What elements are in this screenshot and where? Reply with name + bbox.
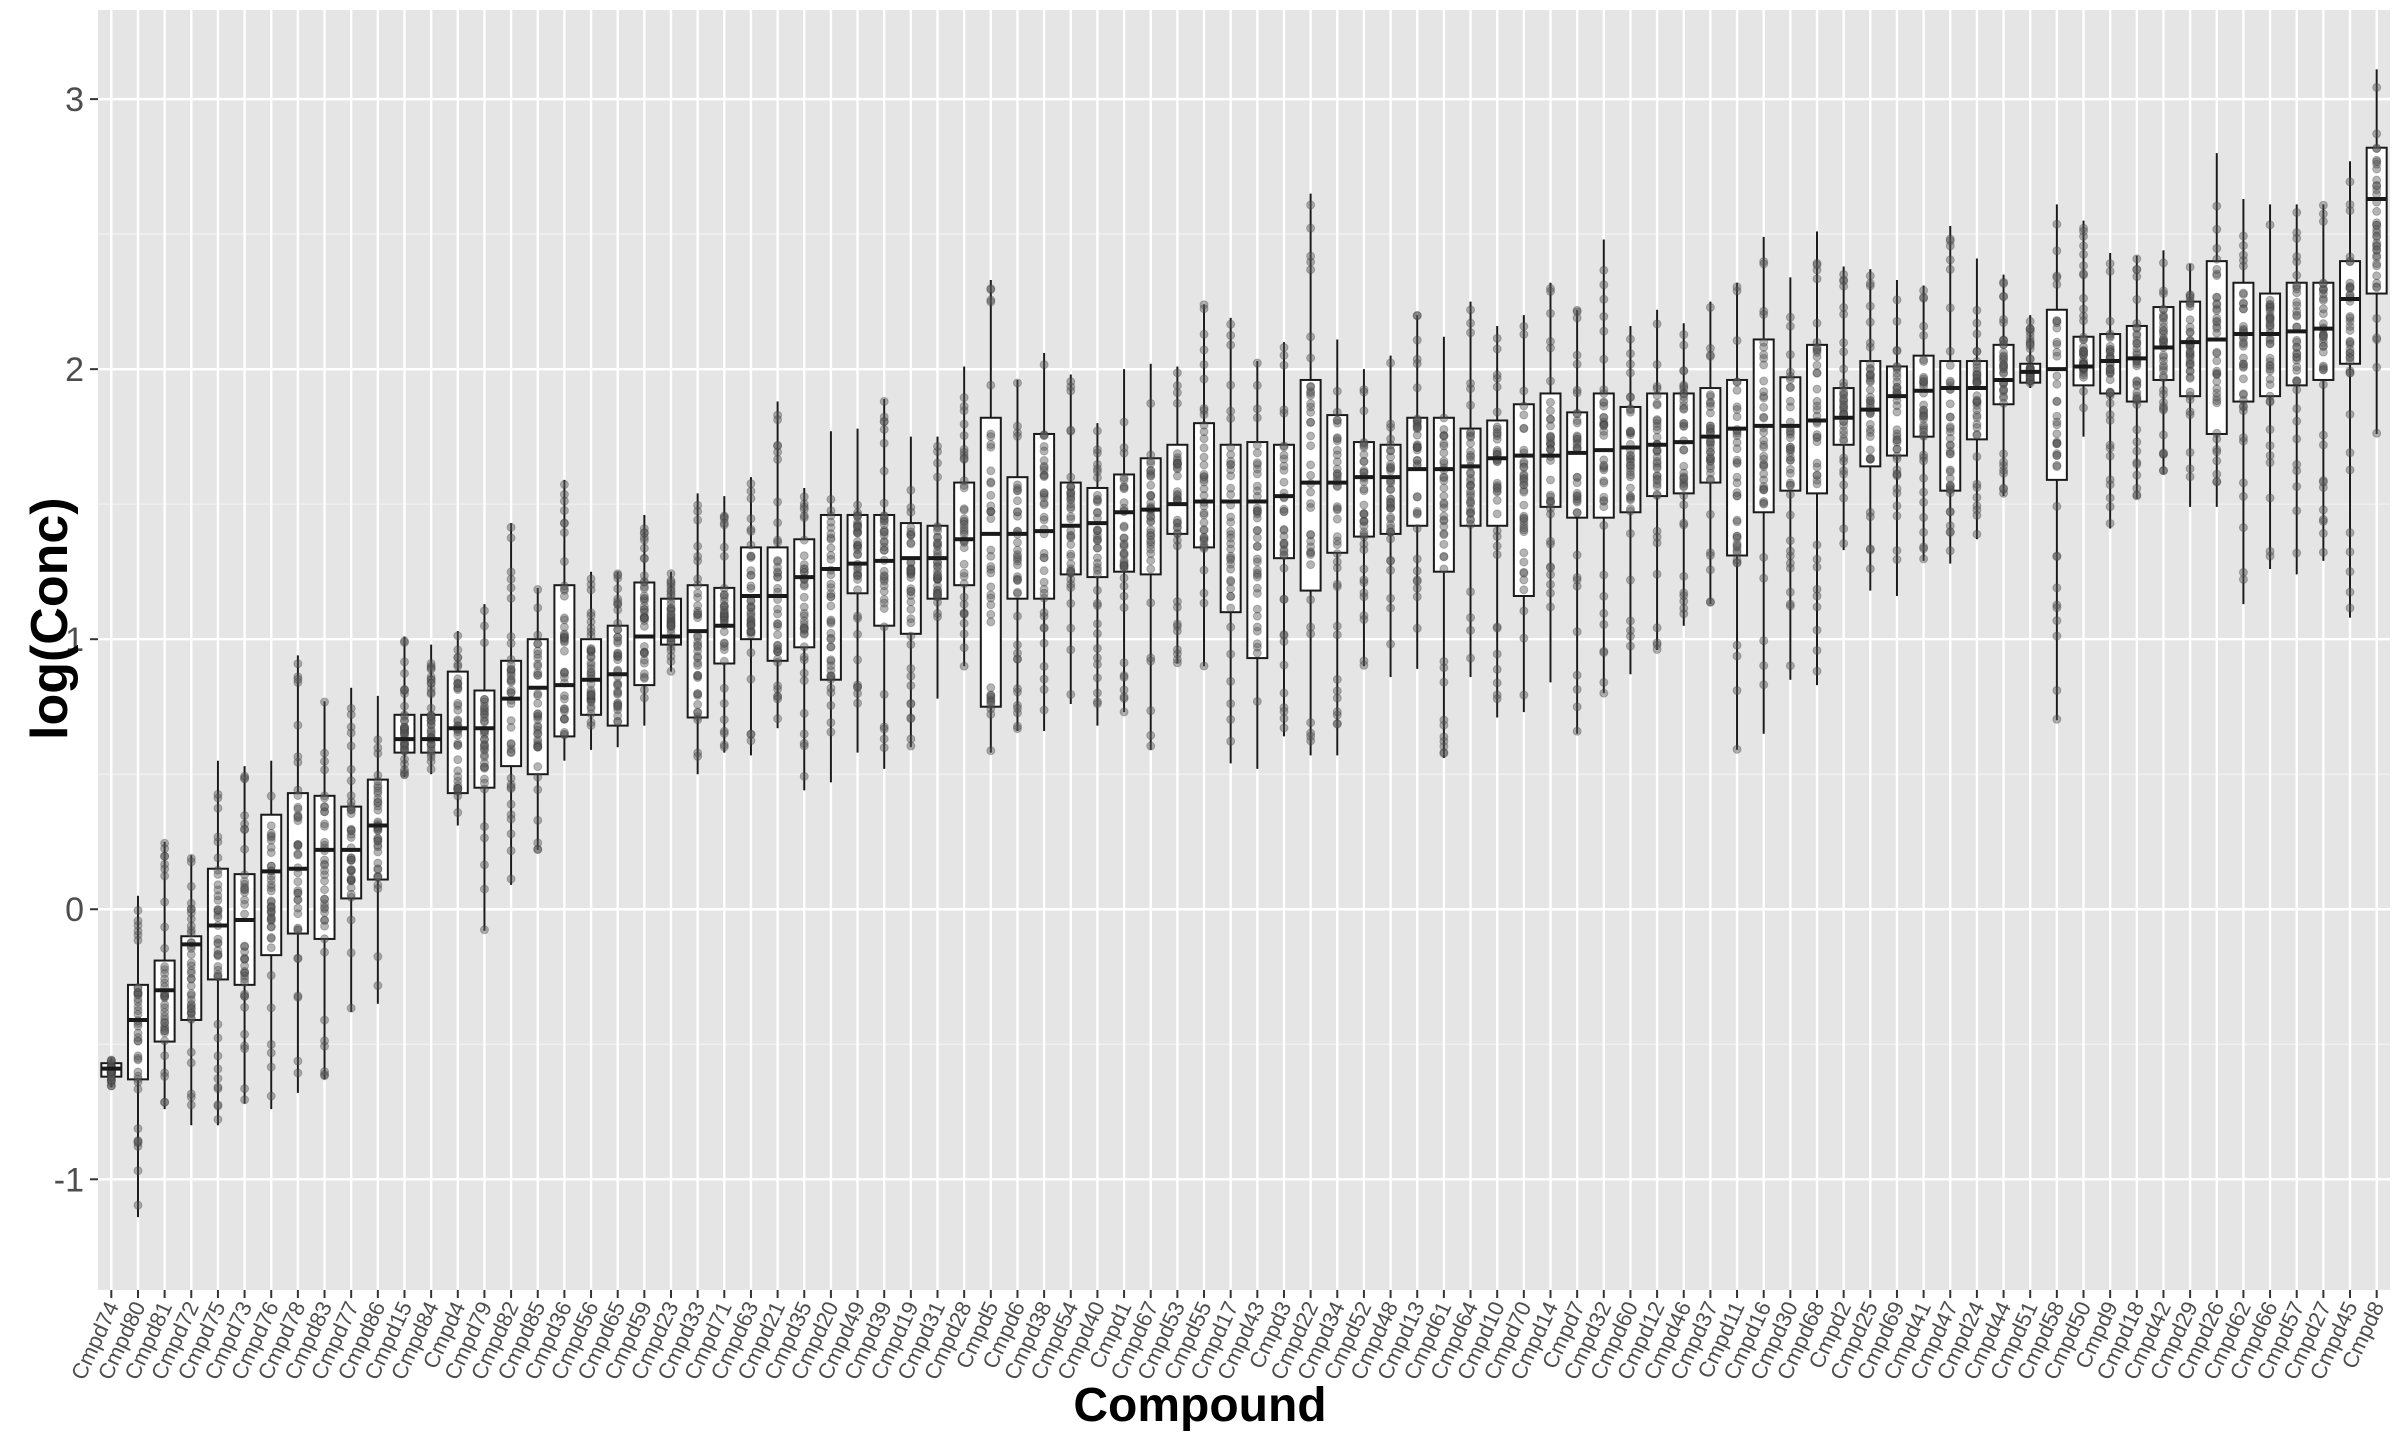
box-cmpd77: [340, 687, 363, 1013]
box-cmpd39: [873, 396, 896, 769]
box-cmpd3: [1272, 342, 1295, 737]
box-cmpd11: [1726, 282, 1749, 754]
box-cmpd5: [979, 280, 1002, 756]
box-cmpd24: [1965, 258, 1988, 540]
box-cmpd25: [1859, 269, 1882, 591]
plot-panel: [98, 10, 2390, 1290]
box-cmpd17: [1219, 317, 1242, 764]
y-axis: -1 0 1 2 3: [54, 81, 98, 1199]
box-cmpd15: [393, 636, 416, 780]
box-cmpd37: [1699, 301, 1722, 607]
box-cmpd29: [2179, 262, 2202, 507]
y-tick-label: 1: [65, 621, 84, 659]
box-cmpd10: [1486, 325, 1509, 718]
box-cmpd82: [500, 522, 523, 885]
box-cmpd76: [260, 760, 283, 1110]
box-cmpd32: [1592, 239, 1615, 698]
box-series: [100, 69, 2388, 1218]
box-cmpd68: [1806, 231, 1828, 686]
box-cmpd14: [1539, 282, 1562, 683]
box-cmpd78: [286, 655, 309, 1093]
box-cmpd70: [1512, 315, 1535, 713]
y-tick-label: 2: [65, 351, 84, 389]
box-cmpd44: [1992, 274, 2015, 498]
box-cmpd13: [1406, 311, 1429, 669]
box-cmpd35: [793, 487, 816, 791]
box-cmpd66: [2259, 204, 2282, 569]
box-cmpd45: [2339, 161, 2362, 618]
box-cmpd56: [580, 571, 603, 750]
box-cmpd41: [1912, 285, 1935, 564]
box-cmpd7: [1566, 305, 1589, 736]
box-cmpd2: [1832, 266, 1855, 551]
box-cmpd65: [606, 569, 629, 748]
box-cmpd57: [2285, 204, 2308, 575]
box-cmpd85: [526, 585, 549, 854]
box-cmpd43: [1246, 358, 1269, 769]
box-cmpd52: [1352, 369, 1375, 670]
box-cmpd1: [1113, 369, 1136, 717]
box-cmpd79: [473, 604, 496, 935]
box-cmpd63: [739, 477, 762, 756]
y-tick-label: 3: [65, 81, 84, 119]
box-cmpd28: [953, 366, 976, 671]
box-cmpd61: [1432, 336, 1455, 759]
box-cmpd18: [2125, 254, 2148, 501]
box-cmpd34: [1326, 339, 1349, 756]
box-cmpd19: [899, 436, 922, 751]
box-cmpd72: [180, 853, 203, 1126]
box-cmpd9: [2099, 253, 2122, 529]
box-cmpd62: [2232, 199, 2255, 605]
box-cmpd33: [686, 493, 709, 775]
box-cmpd6: [1006, 378, 1029, 734]
y-tick-label: -1: [54, 1161, 84, 1199]
box-cmpd8: [2365, 69, 2388, 438]
box-cmpd86: [366, 695, 389, 1004]
x-axis-title: Compound: [1073, 1379, 1327, 1432]
box-cmpd21: [766, 401, 789, 729]
box-cmpd42: [2152, 250, 2175, 476]
box-cmpd69: [1885, 280, 1908, 596]
box-cmpd84: [420, 644, 443, 775]
box-cmpd67: [1139, 363, 1162, 751]
box-cmpd47: [1939, 226, 1962, 564]
box-cmpd64: [1459, 301, 1482, 678]
box-cmpd81: [153, 838, 176, 1110]
box-cmpd80: [126, 895, 149, 1218]
box-cmpd30: [1779, 277, 1802, 680]
y-tick-label: 0: [65, 891, 84, 929]
box-cmpd36: [553, 479, 576, 761]
box-cmpd50: [2072, 220, 2095, 437]
y-axis-title: log(Conc): [21, 497, 79, 740]
box-cmpd26: [2205, 153, 2228, 507]
box-cmpd83: [313, 697, 336, 1081]
box-cmpd31: [926, 436, 949, 699]
x-axis: Cmpd74Cmpd80Cmpd81Cmpd72Cmpd75Cmpd73Cmpd…: [66, 1290, 2389, 1383]
box-cmpd59: [633, 514, 656, 726]
box-cmpd48: [1379, 355, 1402, 678]
box-cmpd40: [1086, 423, 1109, 726]
box-cmpd4: [446, 631, 469, 826]
box-cmpd20: [819, 431, 842, 783]
box-cmpd46: [1672, 323, 1695, 626]
box-cmpd54: [1059, 374, 1082, 705]
box-cmpd16: [1752, 236, 1775, 734]
box-cmpd73: [233, 766, 256, 1105]
box-cmpd12: [1646, 309, 1669, 654]
box-cmpd22: [1299, 193, 1322, 756]
box-cmpd75: [206, 760, 229, 1126]
box-cmpd23: [660, 569, 682, 676]
box-cmpd58: [2045, 204, 2068, 724]
box-cmpd60: [1619, 325, 1642, 675]
box-cmpd74: [100, 1055, 123, 1091]
box-cmpd38: [1033, 352, 1056, 732]
box-cmpd27: [2312, 200, 2335, 561]
box-cmpd49: [846, 428, 869, 753]
box-cmpd71: [713, 496, 736, 753]
box-cmpd53: [1166, 366, 1189, 668]
box-cmpd55: [1193, 300, 1216, 671]
box-cmpd51: [2019, 315, 2042, 389]
